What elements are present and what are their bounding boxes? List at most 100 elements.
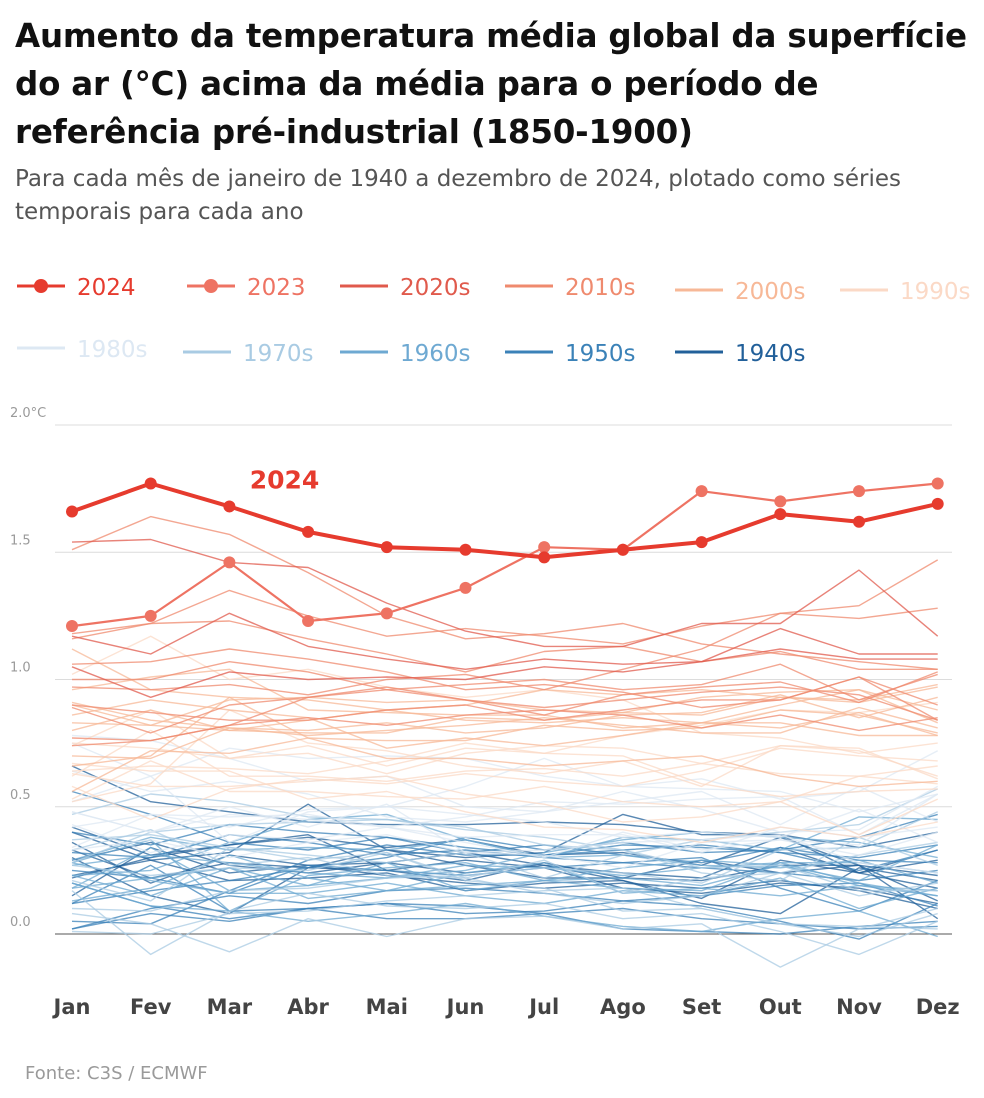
series-line-1995 [71, 709, 938, 777]
series-line-2017 [71, 620, 938, 673]
series-line-1998 [71, 635, 938, 754]
series-line-1970 [71, 829, 938, 905]
series-line-1981 [71, 770, 939, 833]
series-line-1974 [71, 887, 938, 935]
series-line-1999 [71, 729, 938, 782]
series-line-1951 [71, 844, 938, 925]
x-tick-label: Ago [600, 995, 646, 1019]
series-line-2014 [71, 671, 938, 734]
legend-label: 2024 [77, 275, 136, 301]
chart-subtitle: Para cada mês de janeiro de 1940 a dezem… [15, 166, 901, 225]
series-line-2000 [71, 737, 938, 793]
data-point-2023 [538, 541, 551, 554]
series-line-1993 [71, 773, 938, 836]
x-tick-label: Dez [916, 995, 960, 1019]
legend-label: 1990s [900, 279, 971, 305]
series-line-1984 [71, 803, 938, 874]
legend-label: 1950s [565, 341, 636, 367]
data-point-2024 [695, 536, 708, 549]
chart-title: Aumento da temperatura média global da s… [15, 17, 967, 151]
series-line-1992 [71, 762, 938, 844]
data-point-2024 [302, 525, 315, 538]
series-line-1977 [71, 818, 938, 882]
x-tick-label: Jul [527, 995, 559, 1019]
data-point-2024 [380, 541, 393, 554]
series-line-1978 [71, 834, 938, 894]
series-line-2005 [71, 689, 938, 726]
series-line-2022 [71, 612, 938, 670]
series-line-1991 [71, 742, 938, 798]
legend-item-2024: 2024 [17, 275, 136, 301]
series-line-2023 [71, 482, 938, 628]
x-tick-label: Fev [130, 995, 172, 1019]
legend-item-1990s: 1990s [840, 279, 971, 305]
x-tick-label: Nov [836, 995, 882, 1019]
legend-label: 1970s [243, 341, 314, 367]
data-point-2023 [774, 495, 787, 508]
series-line-1980 [71, 806, 938, 844]
x-tick-label: Mai [366, 995, 408, 1019]
x-tick-label: Jun [445, 995, 485, 1019]
series-line-1989 [71, 793, 939, 849]
series-line-1971 [71, 890, 938, 956]
series-line-1964 [71, 882, 938, 938]
y-tick-label: 2.0°C [10, 406, 46, 421]
x-tick-label: Out [759, 995, 802, 1019]
data-point-2024 [853, 515, 865, 528]
legend-item-1980s: 1980s [17, 337, 148, 363]
data-point-2023 [380, 607, 393, 620]
series-line-1979 [71, 788, 938, 902]
legend-item-1960s: 1960s [340, 341, 471, 367]
series-line-2012 [71, 686, 938, 747]
series-line-1962 [71, 854, 938, 879]
legend-label: 1980s [77, 337, 148, 363]
data-point-2023 [223, 556, 236, 569]
data-point-2023 [695, 485, 708, 498]
data-point-2024 [538, 551, 551, 564]
series-line-1994 [71, 747, 938, 821]
legend-item-1940s: 1940s [675, 341, 806, 367]
data-point-2024 [144, 477, 157, 490]
series-line-2018 [72, 661, 938, 701]
data-point-2024 [931, 497, 944, 510]
annotation-2024: 2024 [250, 466, 320, 495]
legend-label: 1960s [400, 341, 471, 367]
legend-label: 1940s [735, 341, 806, 367]
legend-label: 2000s [735, 279, 806, 305]
legend-item-1970s: 1970s [183, 341, 314, 367]
legend-item-2010s: 2010s [505, 275, 636, 301]
series-line-1968 [71, 854, 938, 902]
data-point-2023 [302, 614, 315, 627]
series-line-1957 [71, 813, 938, 905]
series-line-1942 [71, 849, 938, 905]
series-line-1982 [71, 793, 939, 869]
series-line-1987 [71, 750, 939, 844]
series-line-1985 [71, 823, 938, 859]
data-point-2023 [459, 581, 472, 594]
legend-label: 2010s [565, 275, 636, 301]
data-point-2023 [931, 477, 944, 490]
series-line-1996 [71, 760, 938, 808]
series-line-2007 [71, 648, 938, 737]
y-tick-label: 0.0 [10, 915, 31, 930]
data-point-2024 [774, 508, 787, 521]
y-tick-label: 1.0 [10, 661, 31, 676]
series-line-1975 [71, 851, 938, 938]
x-tick-label: Set [682, 995, 721, 1019]
source-note: Fonte: C3S / ECMWF [25, 1063, 208, 1084]
series-line-2009 [71, 683, 938, 732]
series-line-1969 [71, 813, 938, 877]
legend-item-2000s: 2000s [675, 279, 806, 305]
legend-marker [204, 279, 218, 293]
series-line-1976 [71, 907, 938, 968]
data-point-2023 [144, 609, 157, 622]
x-tick-label: Mar [207, 995, 253, 1019]
series-line-2024 [71, 481, 939, 560]
legend-label: 2020s [400, 275, 471, 301]
series-line-2004 [71, 689, 938, 749]
series-line-2020 [71, 538, 939, 648]
series-line-1956 [71, 907, 938, 935]
series-line-1972 [71, 811, 938, 912]
x-tick-label: Abr [287, 995, 329, 1019]
